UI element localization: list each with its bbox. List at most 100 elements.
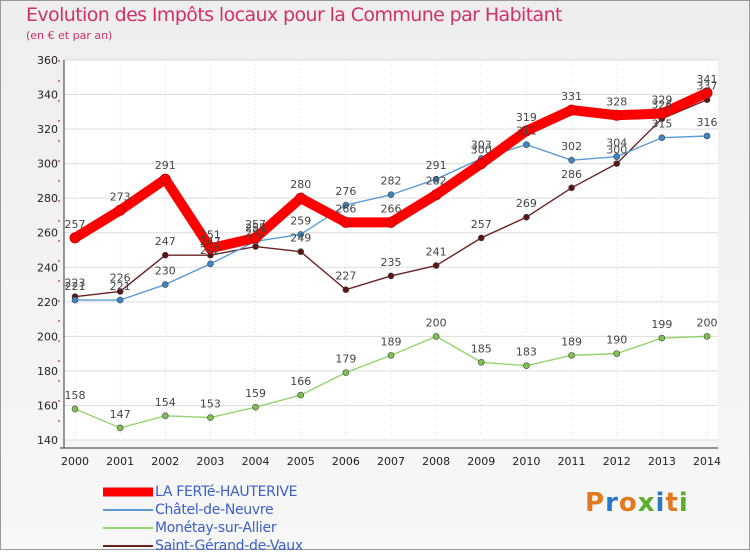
data-label: 190 (606, 334, 627, 347)
data-label: 280 (290, 178, 311, 191)
data-point (613, 160, 621, 167)
data-label: 230 (155, 265, 176, 278)
data-label: 315 (651, 118, 672, 131)
data-point (250, 232, 262, 244)
data-point (568, 184, 575, 192)
y-tick-label: 260 (37, 227, 58, 240)
data-point (114, 204, 126, 216)
data-label: 241 (426, 246, 447, 259)
data-label: 326 (651, 99, 672, 112)
data-label: 269 (516, 197, 537, 210)
data-point (523, 362, 530, 370)
data-point (297, 391, 305, 399)
legend-label: Saint-Gérand-de-Vaux (155, 538, 303, 554)
data-point (69, 232, 81, 244)
data-label: 300 (606, 144, 627, 157)
data-point (387, 191, 395, 199)
data-point (385, 216, 397, 228)
x-tick-label: 2010 (512, 455, 540, 468)
data-point (71, 296, 79, 304)
data-label: 227 (335, 270, 356, 283)
y-tick-label: 140 (37, 434, 58, 447)
data-point (613, 153, 621, 161)
data-label: 252 (245, 227, 266, 240)
x-tick-label: 2006 (332, 455, 360, 468)
data-point (611, 109, 623, 121)
x-tick-label: 2014 (693, 455, 721, 468)
x-tick-label: 2005 (287, 455, 315, 468)
data-point (656, 108, 668, 120)
x-tick-label: 2011 (558, 455, 586, 468)
data-label: 259 (290, 214, 311, 227)
data-point (523, 141, 530, 148)
data-point (159, 173, 171, 185)
data-label: 282 (426, 175, 447, 188)
data-label: 247 (155, 235, 176, 248)
data-point (568, 352, 575, 359)
data-point (116, 296, 124, 304)
y-tick-label: 320 (37, 123, 58, 136)
data-point (295, 192, 307, 204)
data-point (161, 251, 169, 259)
y-tick-label: 160 (37, 399, 58, 412)
data-point (340, 216, 352, 228)
y-tick-label: 280 (37, 192, 58, 205)
y-tick-label: 340 (37, 89, 58, 102)
data-label: 286 (561, 168, 582, 181)
data-label: 331 (561, 90, 582, 103)
data-point (387, 272, 395, 280)
data-label: 319 (516, 111, 537, 124)
data-label: 337 (697, 80, 718, 93)
data-label: 249 (290, 232, 311, 245)
data-label: 316 (697, 116, 718, 129)
data-label: 235 (381, 256, 402, 269)
data-label: 266 (335, 202, 356, 215)
data-label: 200 (426, 316, 447, 329)
data-label: 282 (381, 175, 402, 188)
data-point (161, 281, 169, 288)
y-tick-label: 220 (37, 296, 58, 309)
data-point (71, 405, 79, 413)
data-label: 255 (245, 221, 266, 234)
data-point (297, 231, 305, 238)
data-label: 257 (65, 218, 86, 231)
data-point (432, 333, 440, 340)
data-point (432, 175, 440, 183)
data-point (703, 333, 711, 340)
data-label: 247 (200, 235, 221, 248)
y-tick-label: 300 (37, 158, 58, 171)
data-point (161, 412, 169, 420)
x-tick-label: 2013 (648, 455, 676, 468)
data-label: 276 (335, 185, 356, 198)
legend-label: LA FERTé-HAUTERIVE (155, 484, 298, 500)
data-label: 291 (155, 159, 176, 172)
data-label: 303 (471, 138, 492, 151)
x-tick-label: 2009 (467, 455, 495, 468)
data-point (568, 156, 575, 164)
x-tick-label: 2004 (242, 455, 270, 468)
data-label: 221 (110, 280, 131, 293)
data-label: 302 (561, 140, 582, 153)
data-point (342, 201, 350, 209)
data-point (432, 262, 440, 269)
data-label: 257 (245, 218, 266, 231)
x-tick-label: 2002 (151, 455, 179, 468)
data-label: 179 (335, 353, 356, 366)
data-label: 183 (516, 346, 537, 359)
proxiti-logo: Proxiti (585, 488, 689, 518)
y-tick-label: 180 (37, 365, 58, 378)
data-point (523, 213, 530, 221)
data-label: 154 (155, 396, 176, 409)
data-label: 185 (471, 342, 492, 355)
x-tick-label: 2000 (61, 455, 89, 468)
data-label: 328 (606, 95, 627, 108)
data-label: 291 (426, 159, 447, 172)
data-label: 273 (110, 190, 131, 203)
data-point (297, 248, 305, 256)
chart-subtitle: (en € et par an) (26, 29, 113, 42)
data-point (520, 125, 532, 137)
data-label: 153 (200, 398, 221, 411)
data-point (475, 158, 487, 170)
data-point (566, 104, 578, 116)
